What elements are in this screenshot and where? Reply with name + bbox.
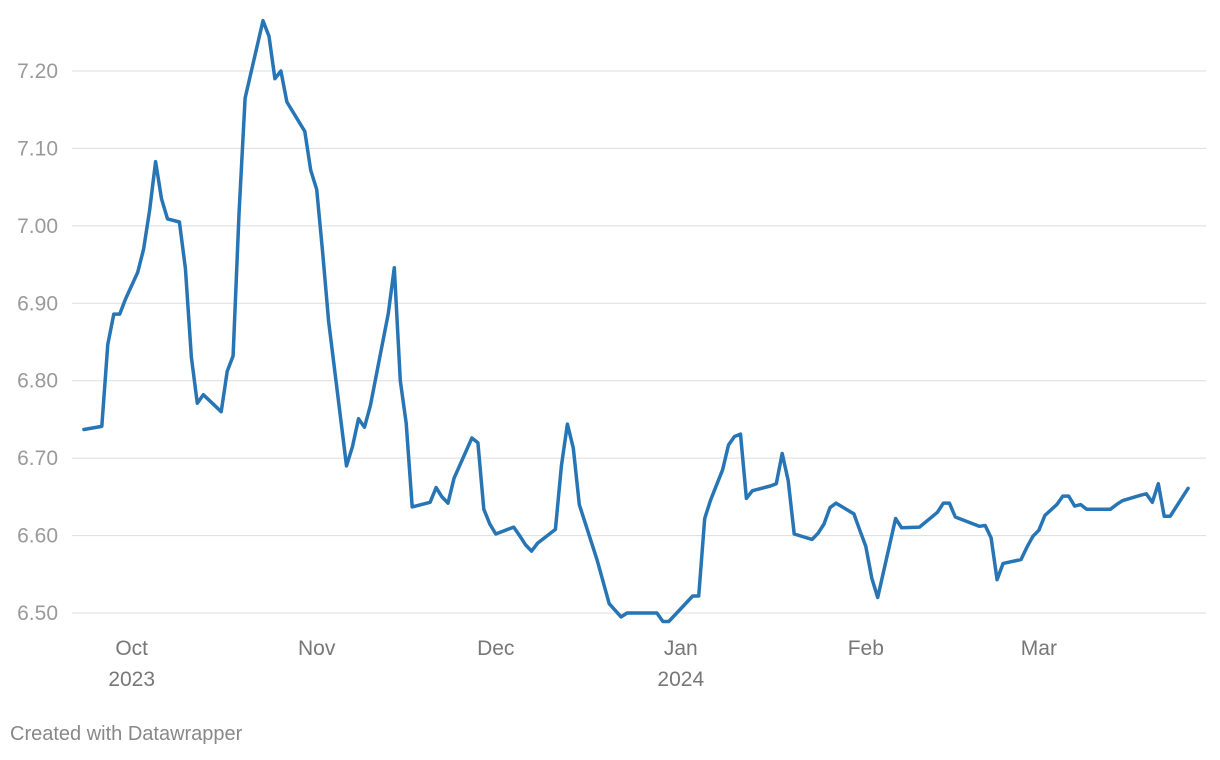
gridlines (72, 70, 1206, 614)
x-tick-label: Feb (848, 637, 884, 660)
y-tick-label: 7.20 (17, 60, 58, 83)
series-line (82, 18, 1190, 624)
x-tick-label: Oct (115, 637, 148, 660)
x-axis: Oct 2023 Nov Dec Jan 2024 Feb Mar (108, 637, 1057, 691)
x-tick-label: Mar (1021, 637, 1057, 660)
y-tick-label: 6.80 (17, 370, 58, 393)
y-tick-label: 6.60 (17, 525, 58, 548)
y-tick-label: 7.10 (17, 137, 58, 160)
credit-text: Created with Datawrapper (10, 723, 243, 745)
series-layer (82, 18, 1190, 624)
x-tick-year-label: 2024 (657, 668, 704, 691)
x-tick-label: Jan (664, 637, 698, 660)
y-tick-label: 6.70 (17, 447, 58, 470)
y-axis: 6.50 6.60 6.70 6.80 6.90 7.00 7.10 7.20 (17, 60, 58, 625)
x-tick-year-label: 2023 (108, 668, 155, 691)
x-tick-label: Dec (477, 637, 514, 660)
y-tick-label: 6.90 (17, 292, 58, 315)
y-tick-label: 7.00 (17, 215, 58, 238)
y-tick-label: 6.50 (17, 602, 58, 625)
x-tick-label: Nov (298, 637, 336, 660)
